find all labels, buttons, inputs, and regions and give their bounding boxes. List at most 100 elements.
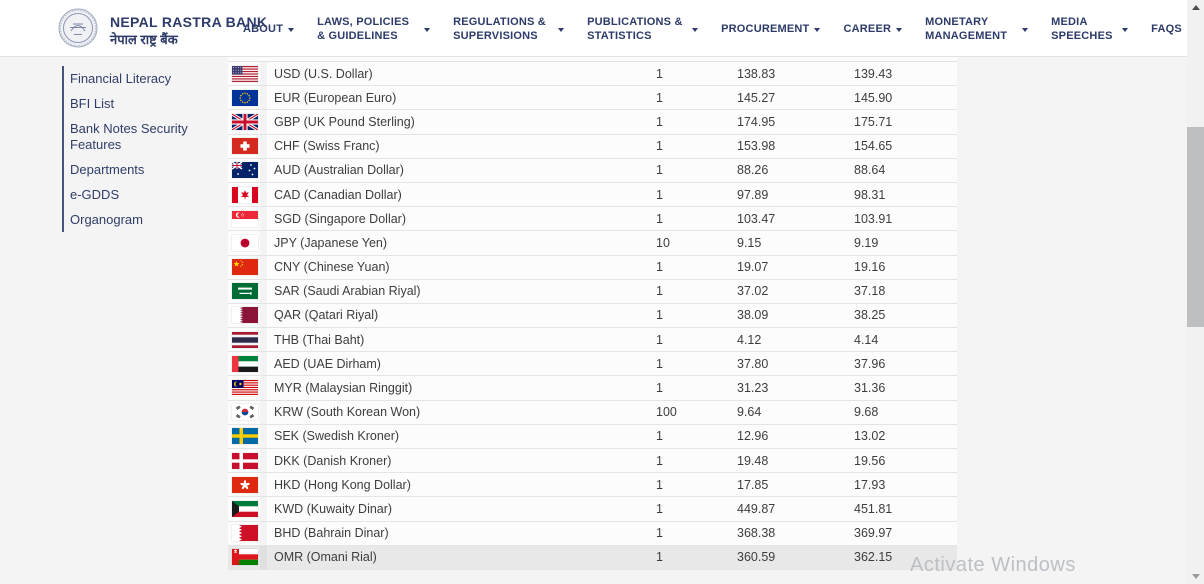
- buy-rate: 174.95: [737, 114, 776, 129]
- nav-item-media-speeches[interactable]: MEDIA SPEECHES: [1051, 15, 1129, 43]
- buy-rate: 37.80: [737, 356, 769, 371]
- currency-name: EUR (European Euro): [274, 90, 397, 105]
- currency-name: QAR (Qatari Riyal): [274, 308, 379, 323]
- unit-value: 1: [656, 501, 663, 516]
- chevron-down-icon: [692, 28, 699, 32]
- buy-rate: 449.87: [737, 501, 776, 516]
- sidebar-item-departments[interactable]: Departments: [70, 161, 145, 177]
- sidebar-item-bfi-list[interactable]: BFI List: [70, 95, 115, 111]
- flag-column-divider: [260, 86, 267, 109]
- sidebar-item-financial-literacy[interactable]: Financial Literacy: [70, 70, 172, 86]
- buy-rate: 19.48: [737, 453, 769, 468]
- flag-column-divider: [260, 328, 267, 351]
- unit-value: 1: [656, 453, 663, 468]
- nav-item-about[interactable]: ABOUT: [243, 22, 295, 36]
- sell-rate: 38.25: [854, 308, 886, 323]
- flag-us-icon: [228, 65, 260, 82]
- sell-rate: 369.97: [854, 526, 893, 541]
- sidebar-item-organogram[interactable]: Organogram: [70, 211, 143, 227]
- table-row-cad: CAD (Canadian Dollar) 1 97.89 98.31: [228, 182, 957, 208]
- table-row-omr: OMR (Omani Rial) 1 360.59 362.15: [228, 545, 957, 570]
- buy-rate: 12.96: [737, 429, 769, 444]
- nav-item-label: LAWS, POLICIES & GUIDELINES: [317, 15, 410, 42]
- table-row-eur: EUR (European Euro) 1 145.27 145.90: [228, 86, 957, 111]
- nav-item-label: MONETARY MANAGEMENT: [925, 15, 1008, 42]
- nrb-logo-icon: [58, 8, 98, 53]
- sidebar-item-bank-notes-security-features[interactable]: Bank Notes Security Features: [70, 120, 188, 152]
- flag-th-icon: [228, 331, 260, 348]
- sell-rate: 17.93: [854, 477, 886, 492]
- currency-name: SAR (Saudi Arabian Riyal): [274, 284, 421, 299]
- flag-column-divider: [260, 352, 267, 375]
- flag-column-divider: [260, 183, 267, 206]
- currency-name: GBP (UK Pound Sterling): [274, 114, 415, 129]
- exchange-rates-table: USD (U.S. Dollar) 1 138.83 139.43 EUR (Europ…: [228, 57, 957, 570]
- flag-om-icon: [228, 549, 260, 566]
- flag-column-divider: [260, 110, 267, 133]
- flag-ca-icon: [228, 186, 260, 203]
- table-row-usd: USD (U.S. Dollar) 1 138.83 139.43: [228, 62, 957, 87]
- chevron-down-icon: [1022, 28, 1029, 32]
- sell-rate: 9.68: [854, 405, 879, 420]
- brand-home-link[interactable]: NEPAL RASTRA BANK नेपाल राष्ट्र बैंक: [58, 8, 267, 53]
- main-nav: ABOUT LAWS, POLICIES & GUIDELINES REGULATI…: [243, 0, 1182, 57]
- currency-name: SEK (Swedish Kroner): [274, 429, 400, 444]
- currency-name: CHF (Swiss Franc): [274, 139, 380, 154]
- sell-rate: 98.31: [854, 187, 886, 202]
- flag-column-divider: [260, 207, 267, 230]
- nav-item-procurement[interactable]: PROCUREMENT: [721, 22, 821, 36]
- chevron-down-icon: [814, 28, 821, 32]
- unit-value: 1: [656, 526, 663, 541]
- flag-eu-icon: [228, 89, 260, 106]
- nav-item-laws-policies-guidelines[interactable]: LAWS, POLICIES & GUIDELINES: [317, 15, 431, 43]
- flag-column-divider: [260, 304, 267, 327]
- flag-column-divider: [260, 135, 267, 158]
- flag-column-divider: [260, 473, 267, 496]
- flag-my-icon: [228, 380, 260, 397]
- table-row-thb: THB (Thai Baht) 1 4.12 4.14: [228, 328, 957, 353]
- flag-column-divider: [260, 280, 267, 303]
- unit-value: 1: [656, 429, 663, 444]
- buy-rate: 138.83: [737, 66, 776, 81]
- sell-rate: 145.90: [854, 90, 893, 105]
- nav-item-monetary-management[interactable]: MONETARY MANAGEMENT: [925, 15, 1029, 43]
- flag-qa-icon: [228, 307, 260, 324]
- flag-jp-icon: [228, 234, 260, 251]
- unit-value: 1: [656, 550, 663, 565]
- flag-column-divider: [260, 256, 267, 279]
- unit-value: 1: [656, 284, 663, 299]
- sidebar: Financial Literacy BFI List Bank Notes Sec…: [62, 66, 214, 232]
- nav-item-regulations-supervisions[interactable]: REGULATIONS & SUPERVISIONS: [453, 15, 565, 43]
- table-row-bhd: BHD (Bahrain Dinar) 1 368.38 369.97: [228, 521, 957, 546]
- buy-rate: 368.38: [737, 526, 776, 541]
- currency-name: OMR (Omani Rial): [274, 550, 377, 565]
- table-row-hkd: HKD (Hong Kong Dollar) 1 17.85 17.93: [228, 473, 957, 498]
- scroll-down-arrow-icon[interactable]: [1187, 569, 1204, 584]
- table-row-cny: CNY (Chinese Yuan) 1 19.07 19.16: [228, 255, 957, 280]
- sell-rate: 4.14: [854, 332, 879, 347]
- scrollbar-thumb[interactable]: [1187, 127, 1204, 327]
- unit-value: 1: [656, 90, 663, 105]
- flag-se-icon: [228, 428, 260, 445]
- nav-item-faqs[interactable]: FAQS: [1151, 22, 1182, 36]
- nav-item-label: MEDIA SPEECHES: [1051, 15, 1113, 42]
- nav-item-career[interactable]: CAREER: [843, 22, 903, 36]
- scroll-up-arrow-icon[interactable]: [1187, 0, 1204, 15]
- buy-rate: 360.59: [737, 550, 776, 565]
- unit-value: 1: [656, 308, 663, 323]
- flag-dk-icon: [228, 452, 260, 469]
- table-row-sek: SEK (Swedish Kroner) 1 12.96 13.02: [228, 424, 957, 449]
- vertical-scrollbar[interactable]: [1187, 0, 1204, 584]
- unit-value: 1: [656, 260, 663, 275]
- currency-name: DKK (Danish Kroner): [274, 453, 392, 468]
- table-row-myr: MYR (Malaysian Ringgit) 1 31.23 31.36: [228, 376, 957, 401]
- sell-rate: 139.43: [854, 66, 893, 81]
- currency-name: BHD (Bahrain Dinar): [274, 526, 389, 541]
- nav-item-publications-statistics[interactable]: PUBLICATIONS & STATISTICS: [587, 15, 699, 43]
- flag-column-divider: [260, 522, 267, 545]
- buy-rate: 153.98: [737, 139, 776, 154]
- nav-item-label: FAQS: [1151, 22, 1182, 35]
- table-row-jpy: JPY (Japanese Yen) 10 9.15 9.19: [228, 231, 957, 256]
- nav-item-label: PROCUREMENT: [721, 22, 810, 35]
- sidebar-item-e-gdds[interactable]: e-GDDS: [70, 186, 120, 202]
